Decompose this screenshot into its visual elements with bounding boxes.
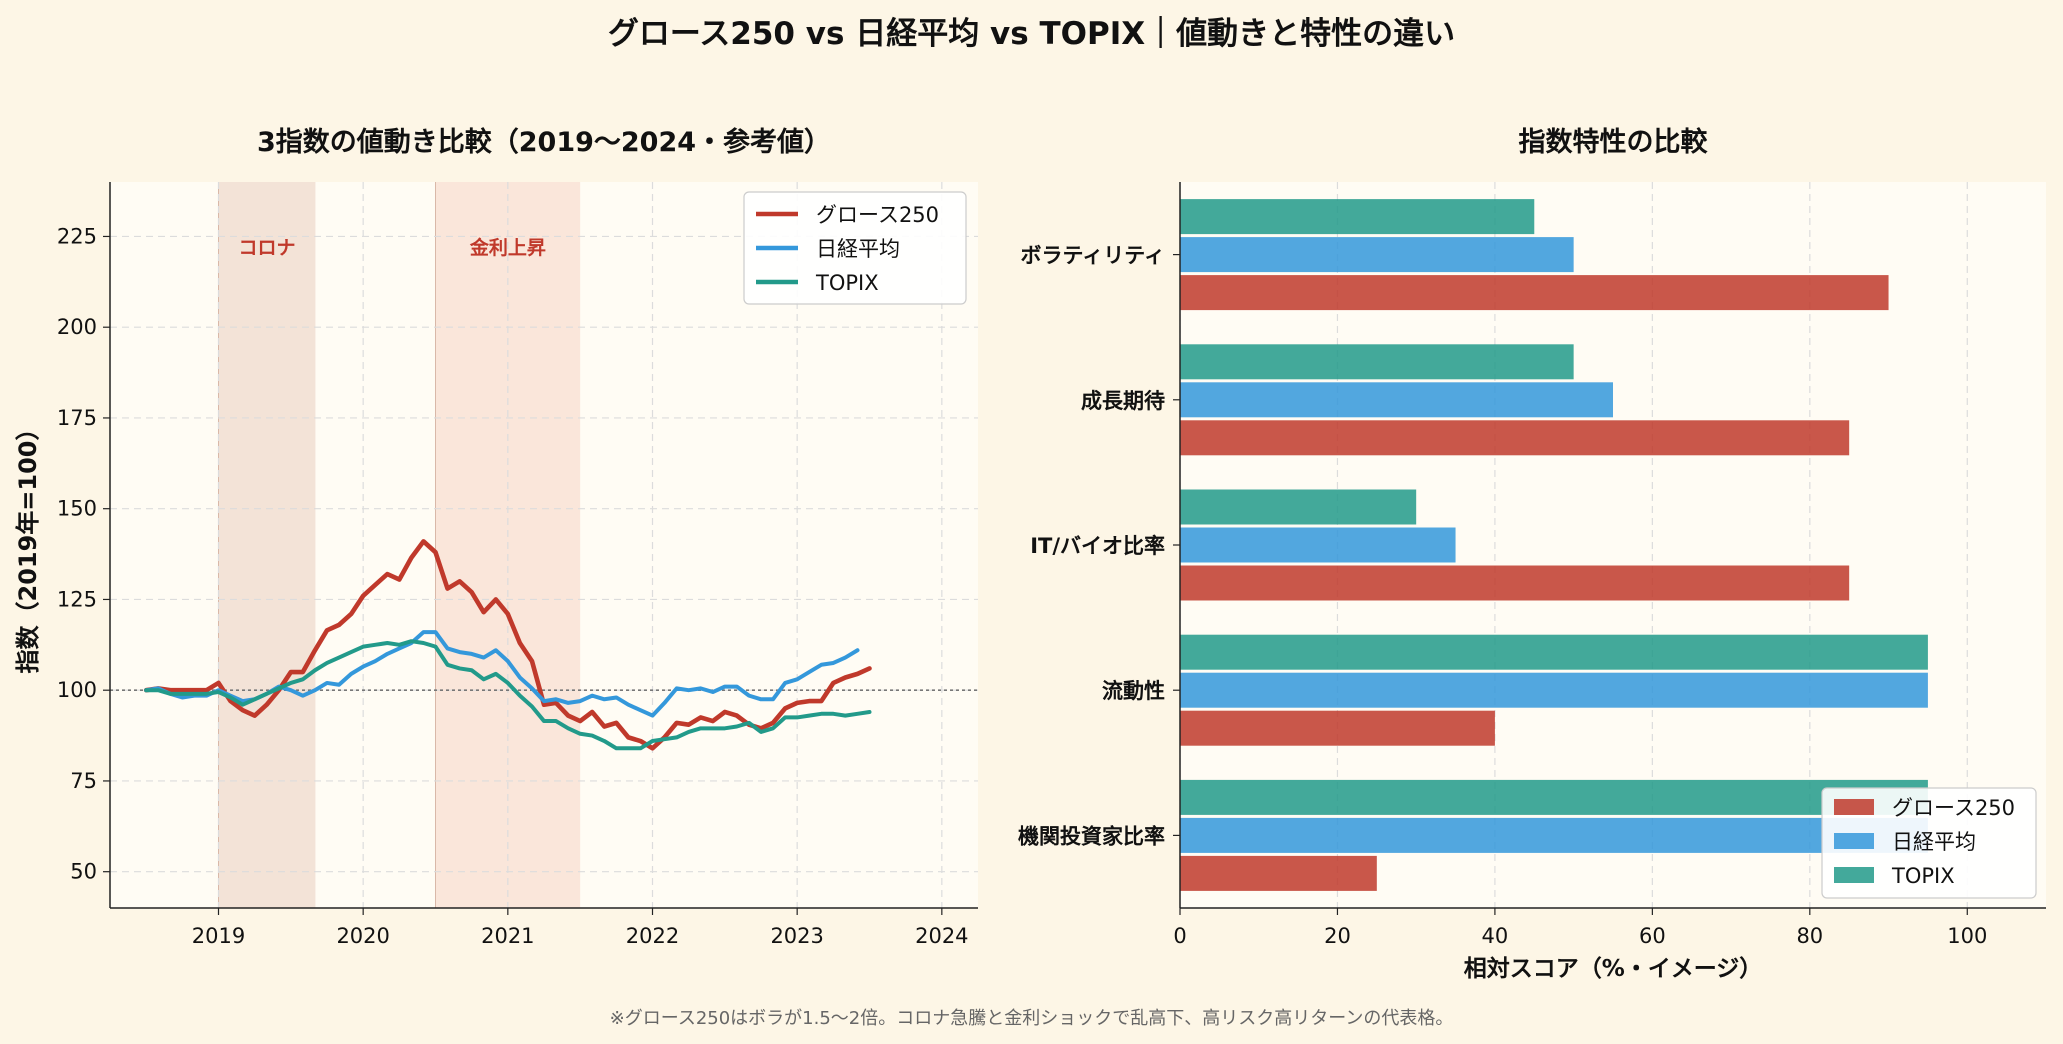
- bar-legend-box: [1821, 787, 2037, 899]
- y-tick-label: 175: [57, 406, 97, 430]
- x-tick-label: 0: [1173, 924, 1186, 948]
- line-legend-box: [743, 191, 967, 305]
- bar: [1180, 817, 1928, 853]
- x-tick-label: 2024: [915, 924, 968, 948]
- legend-label: TOPIX: [1891, 864, 1955, 888]
- bar-chart-title: 指数特性の比較: [1518, 127, 1708, 158]
- bar: [1180, 779, 1928, 815]
- y-tick-label: 225: [57, 224, 97, 248]
- x-tick-label: 100: [1947, 924, 1987, 948]
- y-axis-label: 指数（2019年=100）: [14, 416, 42, 673]
- legend-label: グロース250: [816, 203, 939, 227]
- bar: [1180, 855, 1377, 891]
- x-axis-label: 相対スコア（%・イメージ）: [1464, 955, 1763, 982]
- bar: [1180, 275, 1889, 311]
- figure-title: グロース250 vs 日経平均 vs TOPIX｜値動きと特性の違い: [607, 16, 1456, 52]
- shaded-region-label: コロナ: [238, 237, 295, 259]
- category-label: 機関投資家比率: [1018, 824, 1165, 848]
- shaded-region: [218, 182, 316, 908]
- bar: [1180, 489, 1417, 525]
- x-tick-label: 2019: [192, 924, 245, 948]
- x-tick-label: 2020: [336, 924, 389, 948]
- bar: [1180, 565, 1850, 601]
- legend-label: 日経平均: [816, 237, 900, 261]
- category-label: IT/バイオ比率: [1030, 534, 1165, 558]
- x-tick-label: 2022: [626, 924, 679, 948]
- category-label: 流動性: [1102, 679, 1165, 703]
- legend-label: グロース250: [1892, 796, 2015, 820]
- footnote: ※グロース250はボラが1.5〜2倍。コロナ急騰と金利ショックで乱高下、高リスク…: [609, 1008, 1454, 1029]
- y-tick-label: 75: [70, 769, 97, 793]
- category-label: ボラティリティ: [1021, 244, 1165, 268]
- y-tick-label: 125: [57, 587, 97, 611]
- bar: [1180, 199, 1535, 235]
- bar: [1180, 420, 1850, 456]
- bar: [1180, 527, 1456, 563]
- x-tick-label: 2023: [770, 924, 823, 948]
- x-tick-label: 20: [1324, 924, 1351, 948]
- y-tick-label: 100: [57, 678, 97, 702]
- bar: [1180, 634, 1928, 670]
- bar: [1180, 237, 1574, 273]
- bar: [1180, 344, 1574, 380]
- x-tick-label: 60: [1639, 924, 1666, 948]
- legend-swatch: [1834, 833, 1874, 849]
- y-tick-label: 200: [57, 315, 97, 339]
- legend-swatch: [1834, 867, 1874, 883]
- y-tick-label: 50: [70, 860, 97, 884]
- bar: [1180, 382, 1613, 418]
- legend-label: 日経平均: [1892, 830, 1976, 854]
- x-tick-label: 80: [1796, 924, 1823, 948]
- x-tick-label: 40: [1482, 924, 1509, 948]
- line-chart-title: 3指数の値動き比較（2019〜2024・参考値）: [256, 127, 832, 158]
- bar: [1180, 710, 1495, 746]
- y-tick-label: 150: [57, 497, 97, 521]
- series-line: [144, 639, 872, 751]
- legend-swatch: [1834, 799, 1874, 815]
- category-label: 成長期待: [1081, 389, 1165, 413]
- bar: [1180, 672, 1928, 708]
- legend-label: TOPIX: [815, 271, 879, 295]
- x-tick-label: 2021: [481, 924, 534, 948]
